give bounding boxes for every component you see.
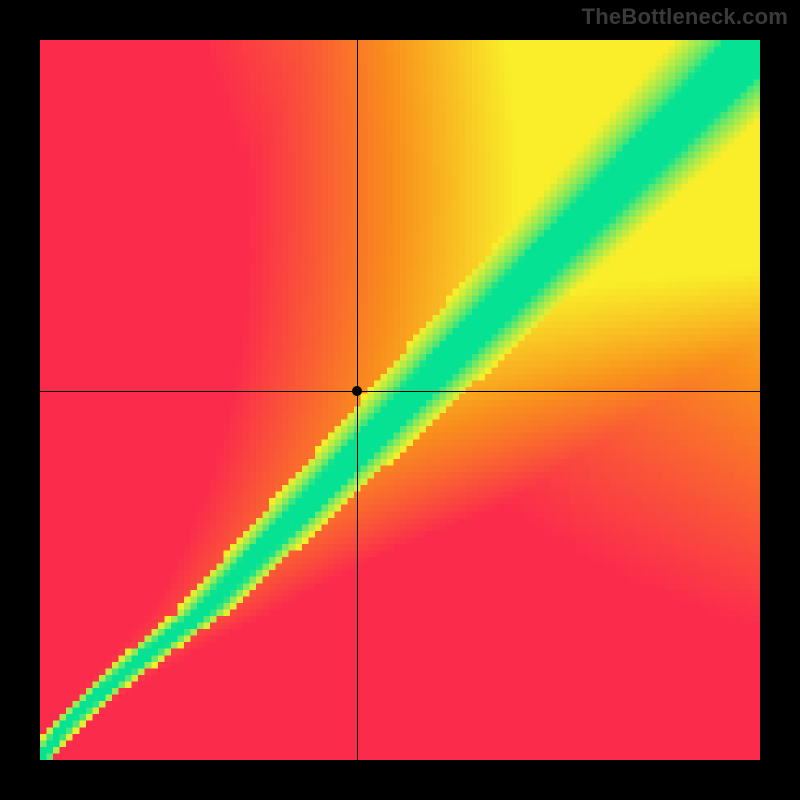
chart-container: TheBottleneck.com <box>0 0 800 800</box>
watermark-text: TheBottleneck.com <box>582 4 788 30</box>
heatmap-canvas <box>40 40 760 760</box>
marker-dot <box>352 386 362 396</box>
crosshair-horizontal <box>40 391 760 392</box>
crosshair-vertical <box>357 40 358 760</box>
plot-area <box>40 40 760 760</box>
